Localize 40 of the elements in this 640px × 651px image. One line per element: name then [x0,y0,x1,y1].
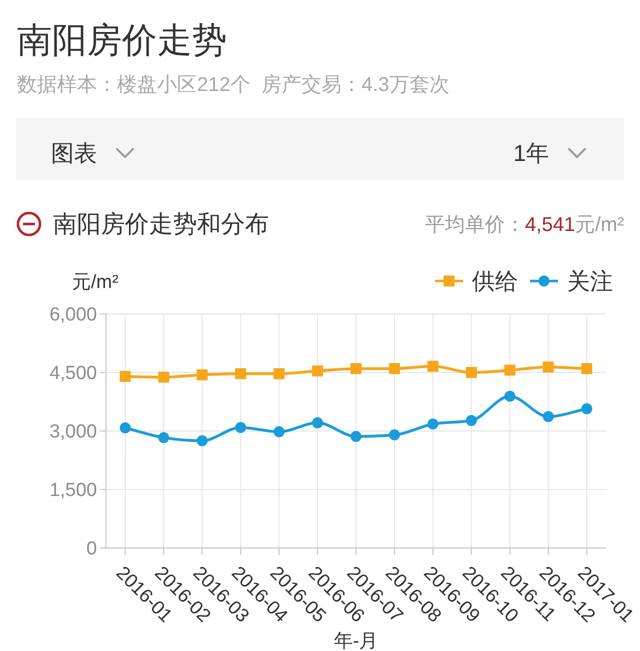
y-axis-title: 元/m² [72,272,118,293]
point [427,418,438,430]
point [120,370,131,382]
point [312,365,324,376]
point [196,369,208,380]
chart-title: 南阳房价走势 [17,21,227,60]
point [427,360,438,372]
point [542,411,554,422]
legend-label: 关注 [567,268,613,294]
point [274,426,285,438]
point [235,422,246,433]
point [350,363,362,374]
point [388,429,400,440]
point [388,363,400,374]
x-axis-title: 年-月 [334,631,378,651]
point [120,422,131,434]
point [158,432,170,444]
y-tick-label: 4,500 [49,363,97,384]
point [504,390,516,402]
point [581,363,592,374]
point [466,414,477,426]
point [466,367,477,378]
point [196,435,208,446]
point [581,403,592,414]
y-tick-label: 6,000 [49,304,97,326]
point [158,372,170,383]
y-tick-label: 0 [86,538,97,560]
point [542,362,554,373]
point [274,368,285,380]
text: 平均单价：4,541元/m² [425,214,624,236]
point [312,417,324,428]
point [350,430,362,442]
text: 南阳房价走势和分布 [53,211,269,238]
y-tick-label: 1,500 [49,480,97,501]
chart-subtitle: 数据样本：楼盘小区212个 房产交易：4.3万套次 [17,74,450,96]
control-bar: 图表 1年 [16,118,624,180]
legend-label: 供给 [472,268,518,294]
point [504,364,516,376]
y-tick-label: 3,000 [49,422,97,442]
point [235,368,246,380]
